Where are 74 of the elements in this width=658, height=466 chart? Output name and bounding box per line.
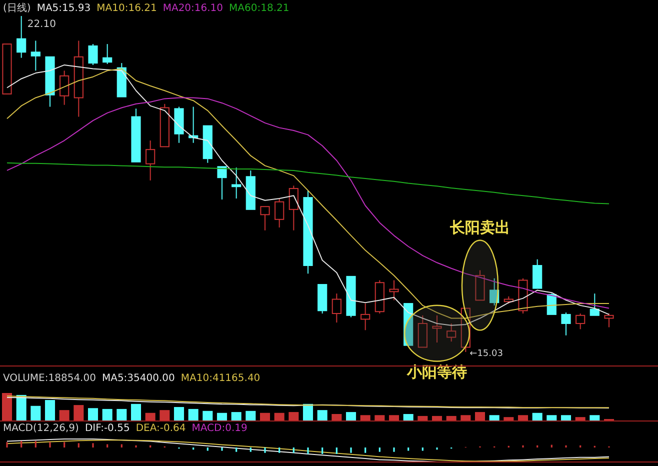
bar (302, 404, 314, 421)
candlestick (260, 206, 270, 231)
candlestick (88, 44, 98, 66)
candlestick (16, 16, 26, 58)
chart-title: MACD(12,26,9) (3, 423, 80, 434)
candlestick (389, 280, 399, 301)
series-label: DEA:-0.64 (136, 423, 186, 434)
bar (116, 408, 127, 421)
bar (489, 415, 500, 421)
bar (346, 412, 356, 421)
bar (145, 412, 156, 421)
candlestick (60, 70, 70, 106)
bar (532, 412, 542, 421)
bar (590, 415, 600, 421)
candlestick (288, 185, 298, 231)
candlestick (446, 322, 456, 342)
bar (102, 408, 112, 421)
chart-title: (日线) (3, 2, 31, 14)
candlestick (561, 312, 571, 336)
candlestick (30, 40, 40, 72)
bar (246, 410, 256, 421)
series-label: MA10:41165.40 (180, 373, 260, 384)
candlestick (576, 313, 586, 330)
candlestick (232, 167, 242, 199)
candlestick (360, 303, 370, 331)
series-label: DIF:-0.55 (84, 423, 130, 434)
bar (2, 393, 12, 421)
series-label: VOLUME:18854.00 (3, 373, 96, 384)
bar (546, 415, 557, 421)
bar (332, 414, 342, 421)
bar (59, 410, 70, 421)
candlestick (418, 314, 428, 348)
series-label: MACD:0.19 (192, 423, 248, 434)
bar (202, 410, 213, 421)
bar (16, 394, 26, 421)
bar (403, 414, 414, 421)
bar (374, 415, 385, 421)
bar (388, 415, 400, 421)
candlestick (146, 140, 156, 181)
candlestick (532, 258, 542, 289)
bar (30, 406, 41, 421)
bar (188, 408, 198, 421)
bar (216, 412, 228, 421)
candlestick (274, 198, 284, 228)
annotation: 长阳卖出 (449, 218, 510, 236)
bar (174, 407, 184, 421)
candlestick (217, 166, 227, 200)
bar (274, 412, 284, 421)
candlestick (590, 293, 600, 316)
bar (44, 400, 56, 421)
text: MA5:15.93 (36, 3, 91, 14)
series-label: MA5:35400.00 (102, 373, 175, 384)
bar (260, 412, 270, 421)
bar (130, 404, 142, 421)
candlestick (332, 293, 342, 324)
bar (160, 410, 170, 421)
candlestick (102, 44, 112, 64)
bar (88, 408, 98, 421)
text: MA60:18.21 (229, 3, 290, 14)
text: MA20:16.10 (162, 3, 224, 14)
candlestick (432, 314, 442, 343)
annotation: 22.10 (27, 19, 56, 30)
bar (288, 412, 299, 421)
bar (317, 410, 328, 421)
annotation: ←15.03 (470, 349, 503, 359)
bar (360, 415, 370, 421)
bar (560, 415, 572, 421)
bar (460, 415, 471, 421)
bar (74, 405, 84, 421)
text: MA10:16.21 (96, 3, 157, 14)
bar (474, 412, 486, 421)
candlestick (604, 313, 614, 328)
bar (518, 415, 528, 421)
bar (231, 412, 242, 421)
